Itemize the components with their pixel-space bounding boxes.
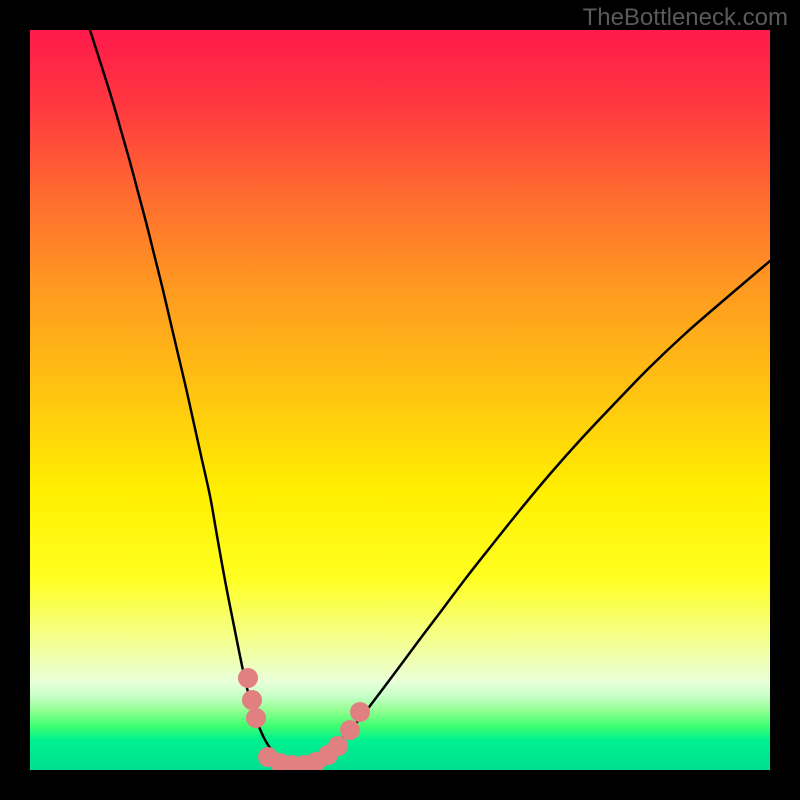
plot-area: [30, 30, 770, 770]
curve-left: [90, 30, 294, 765]
marker-point: [246, 708, 266, 728]
curve-layer: [30, 30, 770, 770]
marker-point: [340, 720, 360, 740]
curve-right: [294, 261, 770, 765]
marker-point: [238, 668, 258, 688]
marker-point: [328, 736, 348, 756]
watermark-label: TheBottleneck.com: [583, 4, 788, 32]
marker-point: [242, 690, 262, 710]
marker-point: [350, 702, 370, 722]
chart-container: TheBottleneck.com: [0, 0, 800, 800]
